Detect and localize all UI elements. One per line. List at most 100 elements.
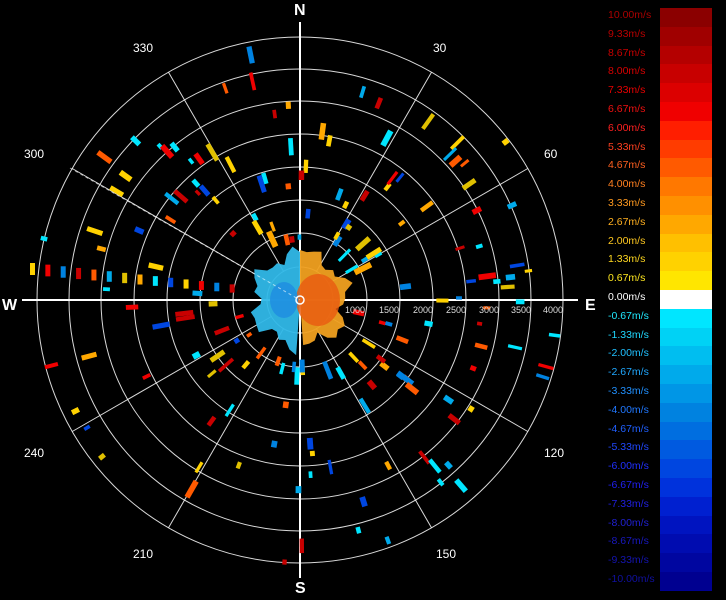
echo-cell xyxy=(299,359,305,373)
echo-cell xyxy=(282,401,289,409)
echo-cell xyxy=(213,325,230,336)
echo-cell xyxy=(133,226,145,235)
echo-cell xyxy=(483,306,491,310)
radial-line xyxy=(168,71,284,272)
azimuth-label-240: 240 xyxy=(24,446,45,460)
echo-cell xyxy=(187,157,195,165)
echo-cell xyxy=(198,184,211,197)
echo-cell xyxy=(224,155,237,174)
scale-row: 7.33m/s xyxy=(606,83,716,103)
echo-cell xyxy=(459,158,470,168)
echo-cell xyxy=(206,369,217,379)
scale-swatch xyxy=(660,158,712,178)
echo-cell xyxy=(118,169,133,183)
echo-cell xyxy=(169,141,180,153)
scale-row: 8.00m/s xyxy=(606,64,716,84)
scale-row: 8.67m/s xyxy=(606,45,716,65)
scale-label: 2.67m/s xyxy=(608,215,646,228)
echo-cell xyxy=(378,320,386,326)
echo-cell xyxy=(506,201,518,210)
echo-cell xyxy=(475,243,484,250)
echo-cell xyxy=(76,267,82,280)
scale-row: -4.67m/s xyxy=(606,421,716,441)
echo-cell xyxy=(467,405,475,413)
echo-cell xyxy=(353,261,373,276)
echo-cell xyxy=(251,219,264,236)
scale-label: 1.33m/s xyxy=(608,253,646,266)
scale-row: -4.00m/s xyxy=(606,402,716,422)
echo-cell xyxy=(493,278,501,285)
echo-cell xyxy=(359,189,370,202)
echo-cell xyxy=(469,364,477,372)
echo-cell xyxy=(380,129,394,147)
echo-cell xyxy=(251,212,259,222)
scale-swatch xyxy=(660,365,712,385)
echo-cell xyxy=(447,413,461,426)
scale-row: -3.33m/s xyxy=(606,384,716,403)
echo-cell xyxy=(474,342,488,350)
echo-cell xyxy=(384,536,392,545)
echo-cell xyxy=(357,360,368,371)
echo-cell xyxy=(191,178,201,188)
echo-cell xyxy=(142,372,152,380)
echo-cell xyxy=(501,137,510,146)
azimuth-label-150: 150 xyxy=(436,547,457,561)
scale-swatch xyxy=(660,327,712,347)
azimuth-label-60: 60 xyxy=(544,147,558,161)
echo-cell xyxy=(419,200,434,213)
scale-label: 9.33m/s xyxy=(608,27,646,40)
echo-cell xyxy=(442,394,455,405)
scale-swatch xyxy=(660,8,712,27)
echo-cell xyxy=(325,134,333,147)
scale-row: -5.33m/s xyxy=(606,440,716,460)
radial-line xyxy=(316,328,432,529)
echo-cell xyxy=(122,272,128,284)
echo-cell xyxy=(283,234,291,246)
scale-label: 0.67m/s xyxy=(608,272,646,285)
echo-cell xyxy=(308,471,313,479)
range-label-1500: 1500 xyxy=(378,305,400,315)
echo-cell xyxy=(194,461,204,474)
scale-row: -6.67m/s xyxy=(606,478,716,497)
scale-row: -2.00m/s xyxy=(606,346,716,366)
echo-cell xyxy=(365,246,383,260)
echo-cell xyxy=(395,172,405,183)
echo-cell xyxy=(352,308,365,317)
echo-cell xyxy=(205,142,220,162)
scale-swatch xyxy=(660,496,712,516)
echo-cell xyxy=(399,283,412,291)
scale-swatch xyxy=(660,120,712,140)
echo-cell xyxy=(83,424,91,432)
scale-label: 6.00m/s xyxy=(608,121,646,134)
echo-cell xyxy=(70,407,81,416)
echo-cell xyxy=(282,559,287,565)
scale-row: 0.00m/s xyxy=(606,290,716,309)
range-label-4000: 4000 xyxy=(542,305,564,315)
echo-cell xyxy=(303,159,309,174)
echo-cell xyxy=(217,357,235,373)
echo-cell xyxy=(266,230,279,248)
echo-cell xyxy=(159,143,175,159)
echo-cell xyxy=(306,437,314,450)
echo-cell xyxy=(404,381,420,396)
echo-cell xyxy=(295,486,302,494)
echo-cell xyxy=(421,112,436,131)
echo-cell xyxy=(298,170,305,181)
echo-cell xyxy=(355,526,362,534)
echo-cell xyxy=(285,183,292,190)
echo-cell xyxy=(454,478,468,493)
echo-cell xyxy=(234,313,245,320)
scale-label: 2.00m/s xyxy=(608,234,646,247)
echo-cell xyxy=(86,226,104,237)
echo-cell xyxy=(436,478,445,487)
echo-cell xyxy=(383,182,392,192)
scale-label: -8.00m/s xyxy=(608,516,649,529)
echo-cell xyxy=(209,349,226,363)
radial-line xyxy=(71,316,272,432)
echo-cell xyxy=(168,277,174,288)
scale-swatch xyxy=(660,139,712,159)
echo-cell xyxy=(535,373,550,381)
scale-label: 10.00m/s xyxy=(608,9,652,21)
echo-core-peak xyxy=(296,274,340,326)
echo-cell xyxy=(246,331,253,338)
